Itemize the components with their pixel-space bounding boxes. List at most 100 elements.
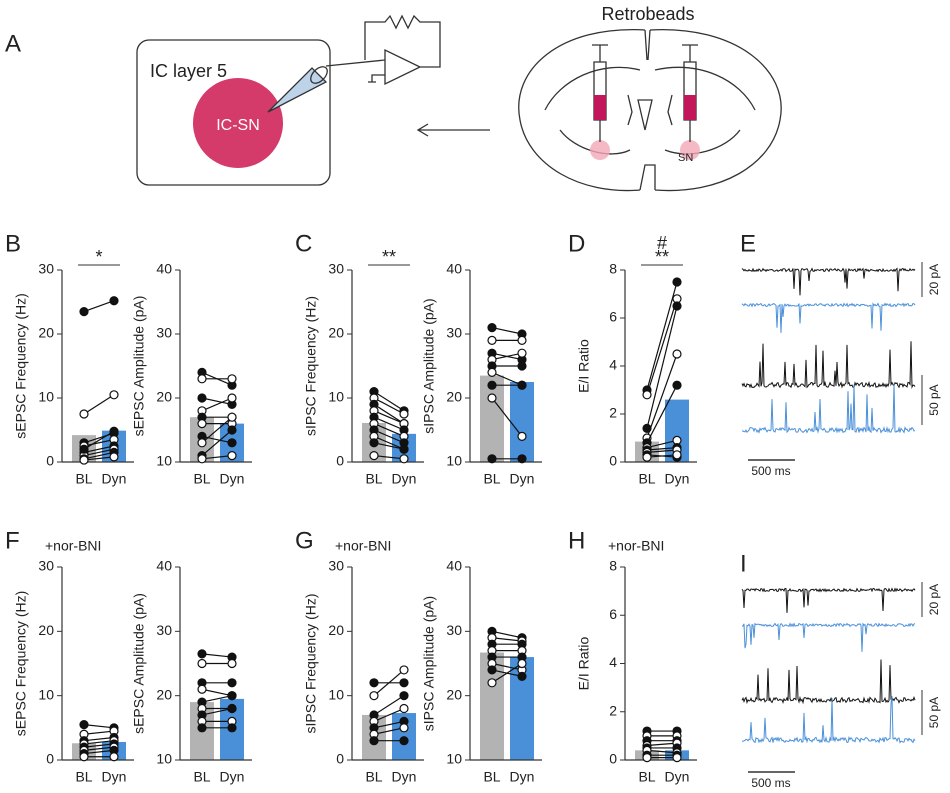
pair-line xyxy=(491,371,523,386)
point xyxy=(487,665,497,675)
pair-line xyxy=(646,384,678,444)
trace xyxy=(741,341,916,389)
point xyxy=(109,296,119,306)
pair-line xyxy=(201,416,233,444)
y-tick-label: 30 xyxy=(156,622,172,638)
x-tick-label: BL xyxy=(483,769,500,785)
point xyxy=(79,455,89,465)
point xyxy=(399,665,409,675)
point xyxy=(369,438,379,448)
x-tick-label: BL xyxy=(638,769,655,785)
y-tick-label: 20 xyxy=(446,389,462,405)
y-tick-label: 40 xyxy=(446,558,462,574)
pair-line xyxy=(201,688,233,697)
pair-line xyxy=(83,746,115,751)
point xyxy=(517,454,527,464)
bead-spot xyxy=(590,140,610,160)
point xyxy=(227,438,237,448)
pipette xyxy=(267,67,328,113)
panel-a: A IC layer 5 IC-SN Retrobeads SN xyxy=(5,4,782,192)
x-tick-label: Dyn xyxy=(102,769,127,785)
point xyxy=(487,323,497,333)
x-tick-label: Dyn xyxy=(220,769,245,785)
point xyxy=(197,658,207,669)
x-tick-label: Dyn xyxy=(220,471,245,487)
pair-line xyxy=(373,391,405,412)
trace xyxy=(741,267,916,296)
point xyxy=(399,736,409,746)
pair-line xyxy=(373,455,405,460)
point xyxy=(109,452,119,462)
pair-line xyxy=(83,730,115,735)
significance: ** xyxy=(382,247,396,267)
point xyxy=(672,380,682,390)
y-tick-label: 4 xyxy=(609,654,617,670)
point xyxy=(399,703,409,714)
point xyxy=(399,691,409,701)
pair-line xyxy=(491,662,523,671)
point xyxy=(109,426,119,436)
point xyxy=(79,444,89,454)
panel-letter: B xyxy=(5,230,21,257)
x-tick-label: BL xyxy=(193,471,210,487)
point xyxy=(227,425,237,435)
point xyxy=(227,393,237,403)
y-tick-label: 40 xyxy=(156,261,172,277)
syringe xyxy=(592,44,608,142)
pair-line xyxy=(83,740,115,745)
y-tick-label: 0 xyxy=(336,751,344,767)
pair-line xyxy=(83,451,115,460)
y-axis-label: sEPSC Amplitude (pA) xyxy=(131,296,147,437)
y-axis-label: sEPSC Frequency (Hz) xyxy=(13,293,29,438)
y-tick-label: 20 xyxy=(446,686,462,702)
point xyxy=(672,752,682,763)
y-tick-label: 2 xyxy=(609,405,617,421)
point xyxy=(227,678,237,688)
y-tick-label: 10 xyxy=(328,686,344,702)
pair-line xyxy=(373,429,405,444)
y-tick-label: 20 xyxy=(328,325,344,341)
point xyxy=(197,438,207,448)
point xyxy=(642,452,652,462)
point xyxy=(517,671,527,681)
point xyxy=(487,393,497,403)
point xyxy=(487,454,497,464)
point xyxy=(672,277,682,287)
x-tick-label: BL xyxy=(193,769,210,785)
y-axis-label: sEPSC Amplitude (pA) xyxy=(131,593,147,734)
point xyxy=(197,723,207,733)
time-label: 500 ms xyxy=(751,776,790,790)
x-tick-label: Dyn xyxy=(510,471,535,487)
region-label: SN xyxy=(678,152,693,164)
pair-line xyxy=(373,695,405,716)
trace xyxy=(742,696,916,744)
significance: # xyxy=(657,233,667,253)
pair-line xyxy=(83,724,115,729)
y-axis-label: E/I Ratio xyxy=(576,339,592,393)
pair-line xyxy=(201,455,233,460)
ventricle xyxy=(637,99,653,131)
syringe xyxy=(682,44,698,142)
pair-line xyxy=(83,394,115,415)
pair-line xyxy=(491,327,523,335)
pair-line xyxy=(373,720,405,729)
point xyxy=(399,723,409,733)
y-tick-label: 4 xyxy=(609,357,617,373)
point xyxy=(227,374,237,384)
panel-letter: I xyxy=(740,550,747,577)
point xyxy=(642,390,652,400)
pair-line xyxy=(646,281,678,391)
point xyxy=(487,678,497,688)
scale-label: 50 pA xyxy=(927,384,941,415)
syringe-fill xyxy=(684,95,696,120)
point xyxy=(517,348,527,358)
brain-outline xyxy=(518,29,782,192)
panel-letter: A xyxy=(5,30,21,57)
y-tick-label: 30 xyxy=(328,261,344,277)
pair-line xyxy=(646,749,678,754)
x-tick-label: Dyn xyxy=(102,471,127,487)
y-tick-label: 10 xyxy=(446,453,462,469)
y-tick-label: 0 xyxy=(46,751,54,767)
syringe-fill xyxy=(594,95,606,120)
y-tick-label: 10 xyxy=(328,389,344,405)
